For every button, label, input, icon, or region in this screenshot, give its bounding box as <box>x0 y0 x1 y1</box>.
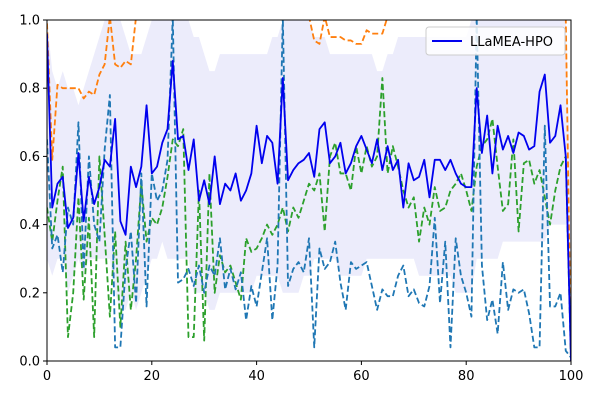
x-tick-label: 0 <box>43 369 51 384</box>
series-line-dashed-0 <box>47 20 571 361</box>
x-tick-label: 40 <box>248 369 265 384</box>
plot-frame <box>46 19 572 362</box>
confidence-band <box>47 20 571 344</box>
y-tick-label: 0.2 <box>19 286 40 301</box>
series-line-llamea-hpo <box>47 33 571 361</box>
y-tick-label: 1.0 <box>19 14 40 29</box>
y-tick-label: 0.4 <box>19 218 40 233</box>
legend-box <box>425 26 566 56</box>
x-tick-label: 80 <box>458 369 475 384</box>
y-tick-label: 0.0 <box>19 355 40 370</box>
legend-label: LLaMEA-HPO <box>470 35 553 50</box>
y-tick-label: 0.6 <box>19 150 40 165</box>
legend: LLaMEA-HPO <box>425 26 566 56</box>
x-tick-label: 20 <box>144 369 161 384</box>
series-line-dashed-1 <box>47 77 571 361</box>
x-tick-label: 60 <box>353 369 370 384</box>
x-tick-label: 100 <box>559 369 584 384</box>
series-line-dashed-2 <box>47 20 571 359</box>
y-tick-label: 0.8 <box>19 82 40 97</box>
